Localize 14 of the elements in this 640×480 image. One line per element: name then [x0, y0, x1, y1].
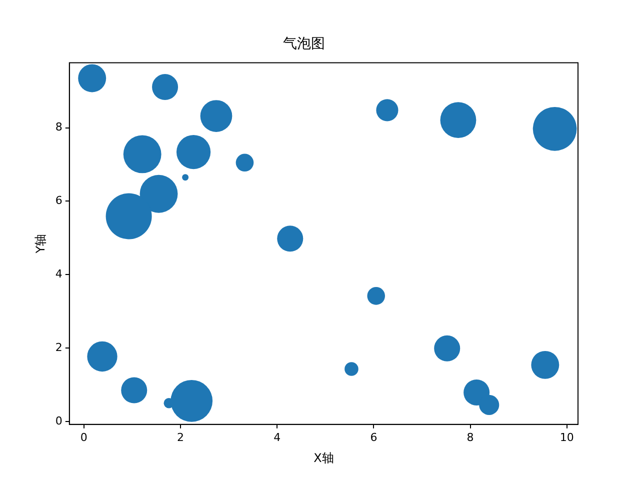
x-tick-label: 4	[274, 430, 281, 444]
y-tick-label: 0	[55, 414, 62, 428]
y-tick-label: 4	[55, 267, 62, 280]
y-axis-title: Y轴	[33, 234, 48, 254]
y-tick-label: 8	[55, 120, 62, 134]
x-tick-label: 0	[80, 430, 88, 444]
y-tick-label: 2	[55, 340, 62, 354]
x-tick-label: 8	[466, 430, 474, 444]
x-tick-label: 10	[560, 430, 574, 444]
chart-title: 气泡图	[283, 36, 325, 52]
y-tick-label: 6	[55, 194, 62, 208]
x-tick-label: 2	[176, 430, 184, 444]
x-axis-title: X轴	[314, 450, 334, 465]
x-tick-label: 6	[370, 430, 378, 444]
